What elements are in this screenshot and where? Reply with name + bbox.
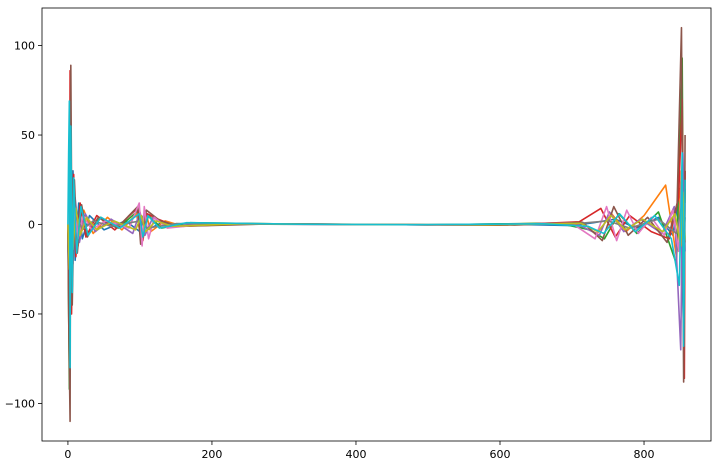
series-line-10 bbox=[67, 100, 686, 369]
x-tick-label: 400 bbox=[345, 448, 366, 461]
plot-frame bbox=[41, 7, 712, 442]
y-tick-label: 50 bbox=[21, 129, 35, 142]
x-tick-label: 600 bbox=[490, 448, 511, 461]
y-tick-label: 100 bbox=[14, 40, 35, 53]
x-tick-label: 800 bbox=[634, 448, 655, 461]
ticks-layer: 0 200 400 600 800 100 50 0 −50 −100 bbox=[5, 40, 655, 461]
y-tick-label: 0 bbox=[28, 219, 35, 232]
series-layer bbox=[67, 26, 686, 423]
y-tick-label: −50 bbox=[12, 308, 35, 321]
y-tick-label: −100 bbox=[5, 397, 35, 410]
x-tick-label: 0 bbox=[64, 448, 71, 461]
x-tick-label: 200 bbox=[201, 448, 222, 461]
